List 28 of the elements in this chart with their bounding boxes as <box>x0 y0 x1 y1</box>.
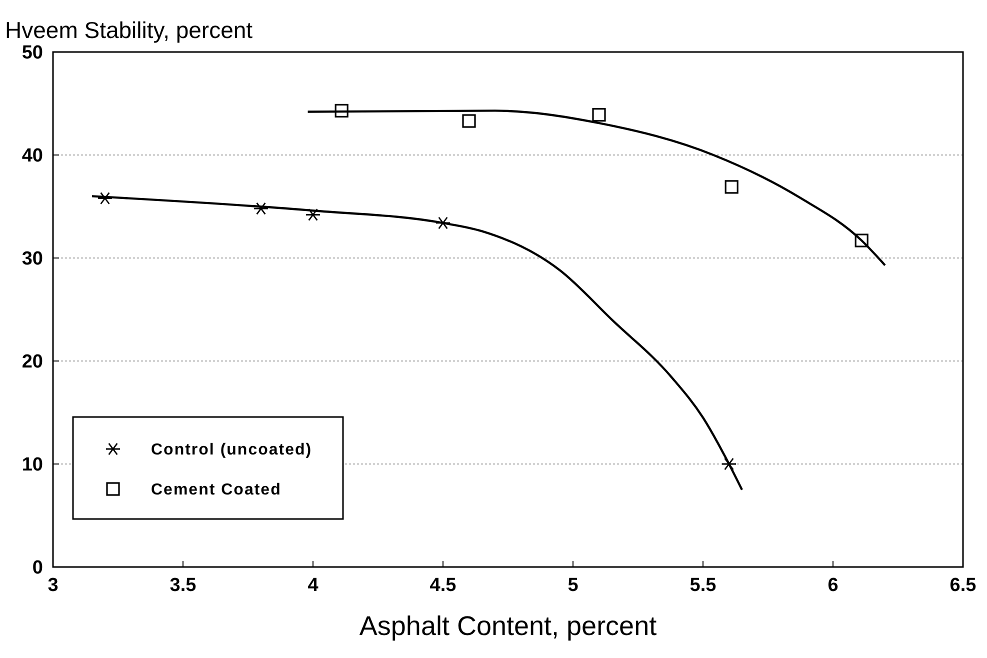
legend-label: Cement Coated <box>151 482 282 499</box>
point <box>462 114 476 128</box>
point <box>724 180 738 194</box>
point <box>305 208 321 222</box>
point <box>721 458 737 470</box>
point <box>435 216 451 230</box>
x-tick-label: 4 <box>308 575 319 596</box>
x-tick-label: 6.5 <box>950 575 977 596</box>
x-tick-label: 4.5 <box>430 575 457 596</box>
x-tick-label: 6 <box>828 575 838 596</box>
point <box>592 108 606 122</box>
y-tick-label: 10 <box>22 454 43 476</box>
y-tick-label: 40 <box>22 146 43 167</box>
y-tick-label: 30 <box>22 248 43 270</box>
point <box>253 202 269 215</box>
x-tick-label: 3.5 <box>170 575 197 596</box>
x-tick-label: 3 <box>48 575 58 596</box>
x-axis-title: Asphalt Content, percent <box>359 611 658 641</box>
y-tick-label: 0 <box>32 558 43 579</box>
point <box>97 192 113 205</box>
y-tick-label: 50 <box>22 42 43 64</box>
x-tick-label: 5.5 <box>690 575 717 596</box>
y-axis-title: Hveem Stability, percent <box>5 17 254 43</box>
point <box>334 104 348 118</box>
point <box>854 234 868 248</box>
x-tick-label: 5 <box>568 575 579 596</box>
y-tick-label: 20 <box>22 352 43 373</box>
legend-label: Control (uncoated) <box>151 442 312 459</box>
